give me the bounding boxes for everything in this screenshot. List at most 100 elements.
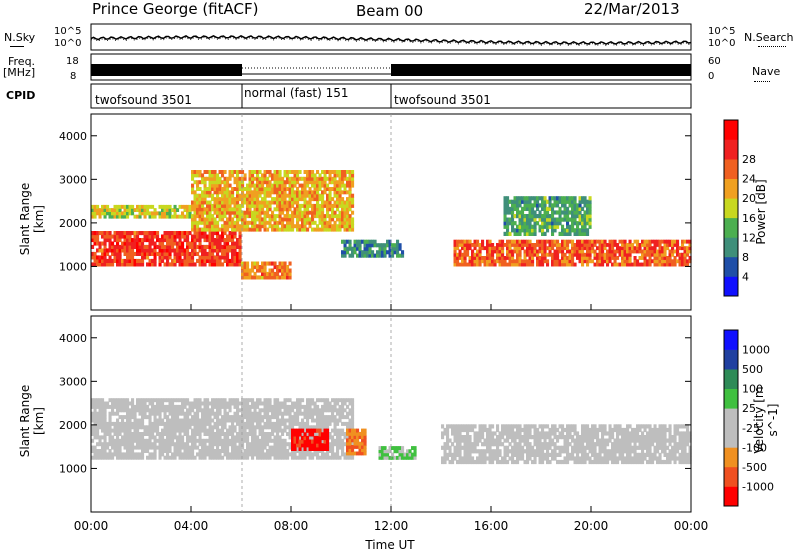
heatmap-cell bbox=[496, 449, 500, 454]
heatmap-cell bbox=[391, 243, 395, 248]
heatmap-cell bbox=[191, 449, 195, 453]
freq-tick-low: 8 bbox=[70, 71, 77, 82]
heatmap-cell bbox=[216, 415, 220, 420]
heatmap-cell bbox=[458, 459, 462, 465]
heatmap-cell bbox=[193, 200, 197, 205]
heatmap-cell bbox=[351, 250, 355, 255]
heatmap-cell bbox=[211, 234, 215, 239]
heatmap-cell bbox=[316, 176, 320, 181]
heatmap-cell bbox=[396, 253, 400, 258]
heatmap-cell bbox=[288, 214, 292, 219]
heatmap-cell bbox=[211, 251, 215, 256]
heatmap-cell bbox=[266, 200, 270, 205]
heatmap-cell bbox=[538, 442, 542, 447]
heatmap-cell bbox=[93, 255, 97, 260]
heatmap-cell bbox=[583, 217, 587, 222]
heatmap-cell bbox=[303, 443, 307, 448]
heatmap-cell bbox=[201, 200, 205, 205]
heatmap-cell bbox=[291, 197, 295, 202]
heatmap-cell bbox=[203, 262, 207, 267]
heatmap-cell bbox=[286, 210, 290, 215]
heatmap-cell bbox=[263, 415, 267, 420]
heatmap-cell bbox=[148, 241, 152, 246]
heatmap-cell bbox=[558, 210, 562, 215]
heatmap-cell bbox=[508, 442, 512, 447]
heatmap-cell bbox=[318, 180, 322, 185]
heatmap-cell bbox=[361, 250, 365, 255]
heatmap-cell bbox=[281, 442, 285, 447]
heatmap-cell bbox=[133, 238, 137, 243]
heatmap-cell bbox=[128, 204, 132, 209]
heatmap-cell bbox=[141, 262, 145, 267]
heatmap-cell bbox=[521, 262, 525, 267]
heatmap-cell bbox=[206, 190, 210, 195]
heatmap-cell bbox=[491, 256, 495, 260]
heatmap-cell bbox=[463, 243, 467, 247]
heatmap-cell bbox=[178, 214, 182, 219]
heatmap-cell bbox=[296, 180, 300, 185]
heatmap-cell bbox=[251, 421, 255, 426]
heatmap-cell bbox=[283, 203, 287, 208]
heatmap-cell bbox=[231, 251, 235, 256]
heatmap-cell bbox=[123, 435, 127, 440]
heatmap-cell bbox=[128, 449, 132, 453]
heatmap-cell bbox=[171, 452, 175, 457]
heatmap-cell bbox=[176, 442, 180, 447]
heatmap-cell bbox=[568, 427, 572, 433]
heatmap-cell bbox=[148, 398, 152, 403]
heatmap-cell bbox=[656, 252, 660, 257]
heatmap-cell bbox=[228, 452, 232, 457]
heatmap-cell bbox=[311, 435, 315, 440]
heatmap-cell bbox=[188, 258, 192, 263]
heatmap-cell bbox=[166, 214, 170, 219]
heatmap-cell bbox=[296, 217, 300, 222]
heatmap-cell bbox=[253, 404, 257, 409]
heatmap-cell bbox=[481, 256, 485, 260]
heatmap-cell bbox=[543, 456, 547, 461]
heatmap-cell bbox=[226, 428, 230, 433]
heatmap-cell bbox=[191, 262, 195, 267]
heatmap-cell bbox=[356, 253, 360, 258]
heatmap-cell bbox=[178, 418, 182, 423]
heatmap-cell bbox=[161, 241, 165, 246]
heatmap-cell bbox=[346, 250, 350, 255]
heatmap-cell bbox=[101, 449, 105, 453]
heatmap-cell bbox=[336, 217, 340, 222]
heatmap-cell bbox=[506, 246, 510, 251]
heatmap-cell bbox=[321, 411, 325, 416]
heatmap-cell bbox=[588, 246, 592, 251]
heatmap-cell bbox=[541, 449, 545, 454]
heatmap-cell bbox=[238, 442, 242, 447]
heatmap-cell bbox=[341, 428, 345, 433]
heatmap-cell bbox=[238, 207, 242, 212]
heatmap-cell bbox=[108, 415, 112, 420]
heatmap-cell bbox=[613, 243, 617, 247]
heatmap-cell bbox=[163, 244, 167, 249]
heatmap-cell bbox=[508, 217, 512, 222]
heatmap-cell bbox=[166, 251, 170, 256]
heatmap-cell bbox=[281, 265, 285, 270]
heatmap-cell bbox=[351, 197, 355, 202]
heatmap-cell bbox=[113, 258, 117, 263]
heatmap-cell bbox=[626, 256, 630, 260]
heatmap-cell bbox=[201, 258, 205, 263]
heatmap-cell bbox=[543, 239, 547, 244]
heatmap-cell bbox=[223, 404, 227, 409]
heatmap-cell bbox=[248, 227, 252, 232]
heatmap-cell bbox=[451, 424, 455, 429]
heatmap-cell bbox=[503, 452, 507, 457]
heatmap-cell bbox=[323, 190, 327, 195]
heatmap-cell bbox=[321, 176, 325, 181]
heatmap-cell bbox=[263, 275, 267, 280]
heatmap-cell bbox=[91, 428, 95, 433]
heatmap-cell bbox=[258, 428, 262, 433]
heatmap-cell bbox=[576, 228, 580, 233]
heatmap-cell bbox=[586, 259, 590, 264]
heatmap-cell bbox=[161, 421, 165, 426]
heatmap-cell bbox=[251, 442, 255, 447]
heatmap-cell bbox=[143, 211, 147, 216]
heatmap-cell bbox=[228, 173, 232, 178]
heatmap-cell bbox=[191, 183, 195, 188]
heatmap-cell bbox=[211, 442, 215, 447]
heatmap-cell bbox=[133, 251, 137, 256]
